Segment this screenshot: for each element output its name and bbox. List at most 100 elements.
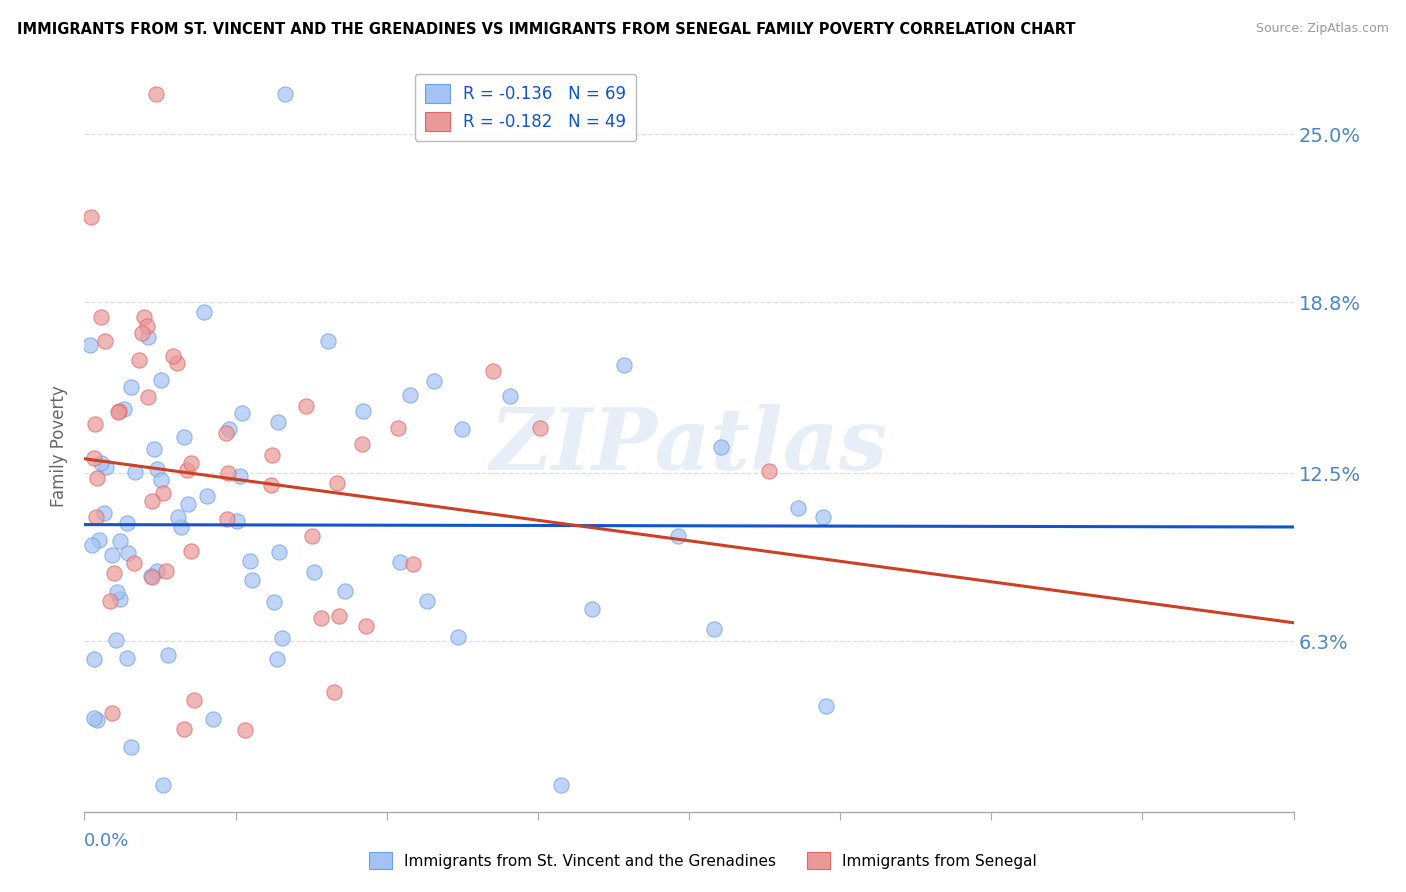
Point bbox=[193, 304, 215, 318]
Point bbox=[202, 712, 225, 726]
Point bbox=[103, 566, 125, 581]
Point bbox=[180, 456, 202, 470]
Point bbox=[710, 440, 733, 454]
Point bbox=[271, 631, 294, 645]
Point bbox=[447, 630, 470, 644]
Point bbox=[152, 486, 174, 500]
Point bbox=[94, 459, 117, 474]
Point bbox=[110, 534, 132, 549]
Point bbox=[666, 529, 689, 543]
Point bbox=[141, 568, 163, 582]
Point bbox=[260, 477, 283, 491]
Point bbox=[813, 510, 835, 524]
Point bbox=[214, 426, 236, 441]
Point bbox=[136, 318, 159, 333]
Point bbox=[122, 557, 145, 571]
Legend: R = -0.136   N = 69, R = -0.182   N = 49: R = -0.136 N = 69, R = -0.182 N = 49 bbox=[415, 74, 637, 141]
Point bbox=[105, 633, 128, 648]
Point bbox=[86, 471, 108, 485]
Point bbox=[141, 570, 163, 584]
Point bbox=[333, 584, 356, 599]
Point bbox=[94, 334, 117, 349]
Point bbox=[146, 461, 169, 475]
Point bbox=[98, 594, 121, 608]
Point bbox=[226, 514, 249, 528]
Point bbox=[814, 698, 837, 713]
Point bbox=[90, 310, 112, 324]
Point bbox=[354, 619, 377, 633]
Text: ZIPatlas: ZIPatlas bbox=[489, 404, 889, 488]
Point bbox=[581, 602, 603, 616]
Point bbox=[195, 489, 218, 503]
Point bbox=[322, 684, 344, 698]
Point bbox=[166, 356, 188, 370]
Point bbox=[84, 417, 107, 431]
Point bbox=[155, 564, 177, 578]
Point bbox=[529, 421, 551, 435]
Point bbox=[177, 498, 200, 512]
Point bbox=[162, 349, 184, 363]
Text: IMMIGRANTS FROM ST. VINCENT AND THE GRENADINES VS IMMIGRANTS FROM SENEGAL FAMILY: IMMIGRANTS FROM ST. VINCENT AND THE GREN… bbox=[17, 22, 1076, 37]
Point bbox=[90, 456, 112, 470]
Point bbox=[93, 506, 115, 520]
Point bbox=[235, 723, 257, 738]
Point bbox=[150, 373, 173, 387]
Point bbox=[83, 711, 105, 725]
Point bbox=[416, 593, 439, 607]
Point bbox=[131, 326, 153, 340]
Point bbox=[79, 337, 101, 351]
Point bbox=[352, 404, 374, 418]
Point bbox=[124, 465, 146, 479]
Point bbox=[83, 451, 105, 466]
Point bbox=[170, 519, 193, 533]
Point bbox=[228, 468, 250, 483]
Point bbox=[112, 401, 135, 416]
Point bbox=[176, 463, 198, 477]
Point bbox=[218, 422, 240, 436]
Y-axis label: Family Poverty: Family Poverty bbox=[51, 385, 69, 507]
Point bbox=[100, 706, 122, 720]
Point bbox=[105, 585, 128, 599]
Point bbox=[499, 389, 522, 403]
Point bbox=[136, 390, 159, 404]
Point bbox=[121, 380, 143, 394]
Point bbox=[398, 388, 420, 402]
Point bbox=[613, 358, 636, 372]
Point bbox=[273, 87, 295, 101]
Point bbox=[217, 466, 239, 480]
Point bbox=[86, 509, 108, 524]
Point bbox=[263, 595, 285, 609]
Point bbox=[128, 352, 150, 367]
Point bbox=[83, 652, 105, 666]
Point bbox=[145, 87, 167, 101]
Point bbox=[173, 430, 195, 444]
Point bbox=[402, 558, 425, 572]
Point bbox=[786, 500, 808, 515]
Point bbox=[217, 512, 239, 526]
Point bbox=[80, 210, 103, 224]
Point bbox=[387, 421, 409, 435]
Point bbox=[108, 404, 131, 418]
Point bbox=[316, 334, 339, 348]
Point bbox=[183, 693, 205, 707]
Text: Source: ZipAtlas.com: Source: ZipAtlas.com bbox=[1256, 22, 1389, 36]
Point bbox=[152, 778, 174, 792]
Point bbox=[302, 565, 325, 579]
Point bbox=[146, 565, 169, 579]
Point bbox=[266, 652, 288, 666]
Point bbox=[150, 473, 173, 487]
Point bbox=[266, 415, 288, 429]
Point bbox=[136, 330, 159, 344]
Point bbox=[325, 475, 347, 490]
Point bbox=[328, 609, 350, 624]
Point bbox=[156, 648, 179, 663]
Point bbox=[423, 374, 446, 388]
Point bbox=[80, 538, 103, 552]
Legend: Immigrants from St. Vincent and the Grenadines, Immigrants from Senegal: Immigrants from St. Vincent and the Gren… bbox=[363, 846, 1043, 875]
Point bbox=[101, 548, 124, 562]
Point bbox=[295, 399, 318, 413]
Point bbox=[301, 529, 323, 543]
Point bbox=[115, 650, 138, 665]
Point bbox=[143, 442, 166, 456]
Point bbox=[758, 464, 780, 478]
